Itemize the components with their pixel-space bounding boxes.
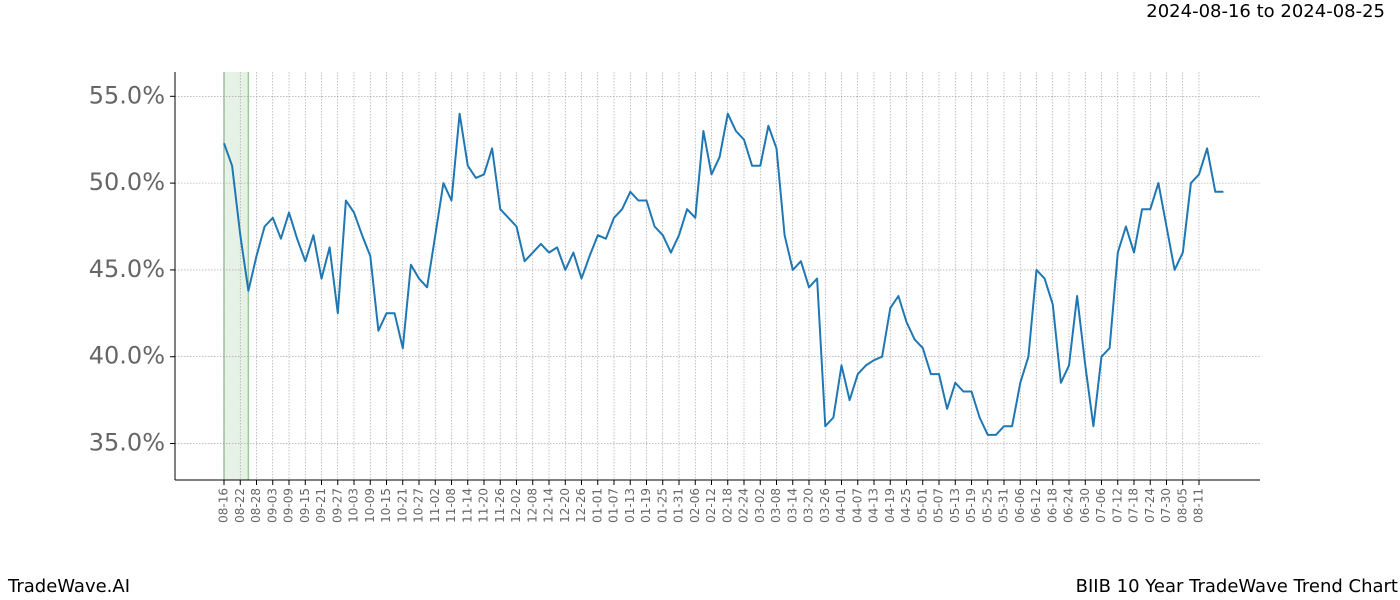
brand: TradeWave.AI (7, 576, 130, 597)
x-tick-label: 05-31 (997, 488, 1011, 523)
x-tick-label: 07-24 (1143, 488, 1157, 523)
x-tick-label: 04-07 (850, 488, 864, 523)
x-tick-label: 10-09 (363, 488, 377, 523)
x-tick-label: 06-12 (1029, 488, 1043, 523)
x-tick-label: 09-21 (314, 488, 328, 523)
x-tick-label: 01-25 (655, 488, 669, 523)
x-tick-label: 04-01 (834, 488, 848, 523)
x-tick-label: 12-26 (574, 488, 588, 523)
x-tick-label: 11-14 (460, 488, 474, 523)
x-tick-label: 06-18 (1045, 488, 1059, 523)
x-tick-label: 09-15 (298, 488, 312, 523)
x-tick-label: 01-31 (672, 488, 686, 523)
x-tick-label: 02-18 (720, 488, 734, 523)
x-tick-label: 06-06 (1013, 488, 1027, 523)
x-tick-label: 08-22 (233, 488, 247, 523)
x-tick-label: 04-19 (883, 488, 897, 523)
x-tick-label: 10-21 (395, 488, 409, 523)
x-tick-label: 07-06 (1094, 488, 1108, 523)
x-tick-label: 11-08 (444, 488, 458, 523)
x-tick-label: 02-24 (737, 488, 751, 523)
x-tick-label: 11-26 (493, 488, 507, 523)
x-tick-label: 10-27 (412, 488, 426, 523)
y-tick-label: 55.0% (89, 81, 165, 109)
x-tick-label: 12-20 (558, 488, 572, 523)
x-tick-label: 05-01 (915, 488, 929, 523)
x-tick-label: 01-07 (607, 488, 621, 523)
x-tick-label: 11-02 (428, 488, 442, 523)
x-tick-label: 07-12 (1110, 488, 1124, 523)
x-tick-label: 02-12 (704, 488, 718, 523)
x-tick-label: 07-30 (1159, 488, 1173, 523)
x-tick-label: 09-09 (282, 488, 296, 523)
x-tick-label: 09-27 (330, 488, 344, 523)
x-tick-label: 09-03 (265, 488, 279, 523)
x-tick-label: 03-26 (818, 488, 832, 523)
x-tick-label: 08-11 (1192, 488, 1206, 523)
x-tick-label: 10-03 (347, 488, 361, 523)
x-tick-label: 06-24 (1062, 488, 1076, 523)
x-tick-label: 06-30 (1078, 488, 1092, 523)
highlight-window (224, 72, 249, 480)
x-tick-label: 12-02 (509, 488, 523, 523)
x-tick-label: 05-13 (948, 488, 962, 523)
x-tick-label: 04-25 (899, 488, 913, 523)
x-tick-label: 08-05 (1175, 488, 1189, 523)
x-tick-label: 03-14 (785, 488, 799, 523)
chart-caption: BIIB 10 Year TradeWave Trend Chart (1076, 576, 1398, 597)
x-tick-label: 01-01 (590, 488, 604, 523)
x-tick-label: 03-08 (769, 488, 783, 523)
x-tick-label: 03-02 (753, 488, 767, 523)
x-tick-label: 05-25 (980, 488, 994, 523)
y-tick-label: 45.0% (89, 255, 165, 283)
y-tick-label: 40.0% (89, 342, 165, 370)
x-tick-label: 05-07 (932, 488, 946, 523)
x-tick-label: 05-19 (964, 488, 978, 523)
x-tick-label: 07-18 (1127, 488, 1141, 523)
date-range: 2024-08-16 to 2024-08-25 (1146, 1, 1385, 22)
x-tick-label: 08-28 (249, 488, 263, 523)
trend-line (223, 112, 1224, 436)
x-tick-label: 01-19 (639, 488, 653, 523)
x-tick-label: 03-20 (802, 488, 816, 523)
y-tick-label: 50.0% (89, 168, 165, 196)
x-tick-label: 12-08 (525, 488, 539, 523)
x-tick-label: 11-20 (477, 488, 491, 523)
x-tick-label: 12-14 (542, 488, 556, 523)
x-tick-label: 10-15 (379, 488, 393, 523)
x-tick-label: 01-13 (623, 488, 637, 523)
x-tick-label: 02-06 (688, 488, 702, 523)
x-tick-label: 08-16 (217, 488, 231, 523)
y-tick-label: 35.0% (89, 429, 165, 457)
x-tick-label: 04-13 (867, 488, 881, 523)
